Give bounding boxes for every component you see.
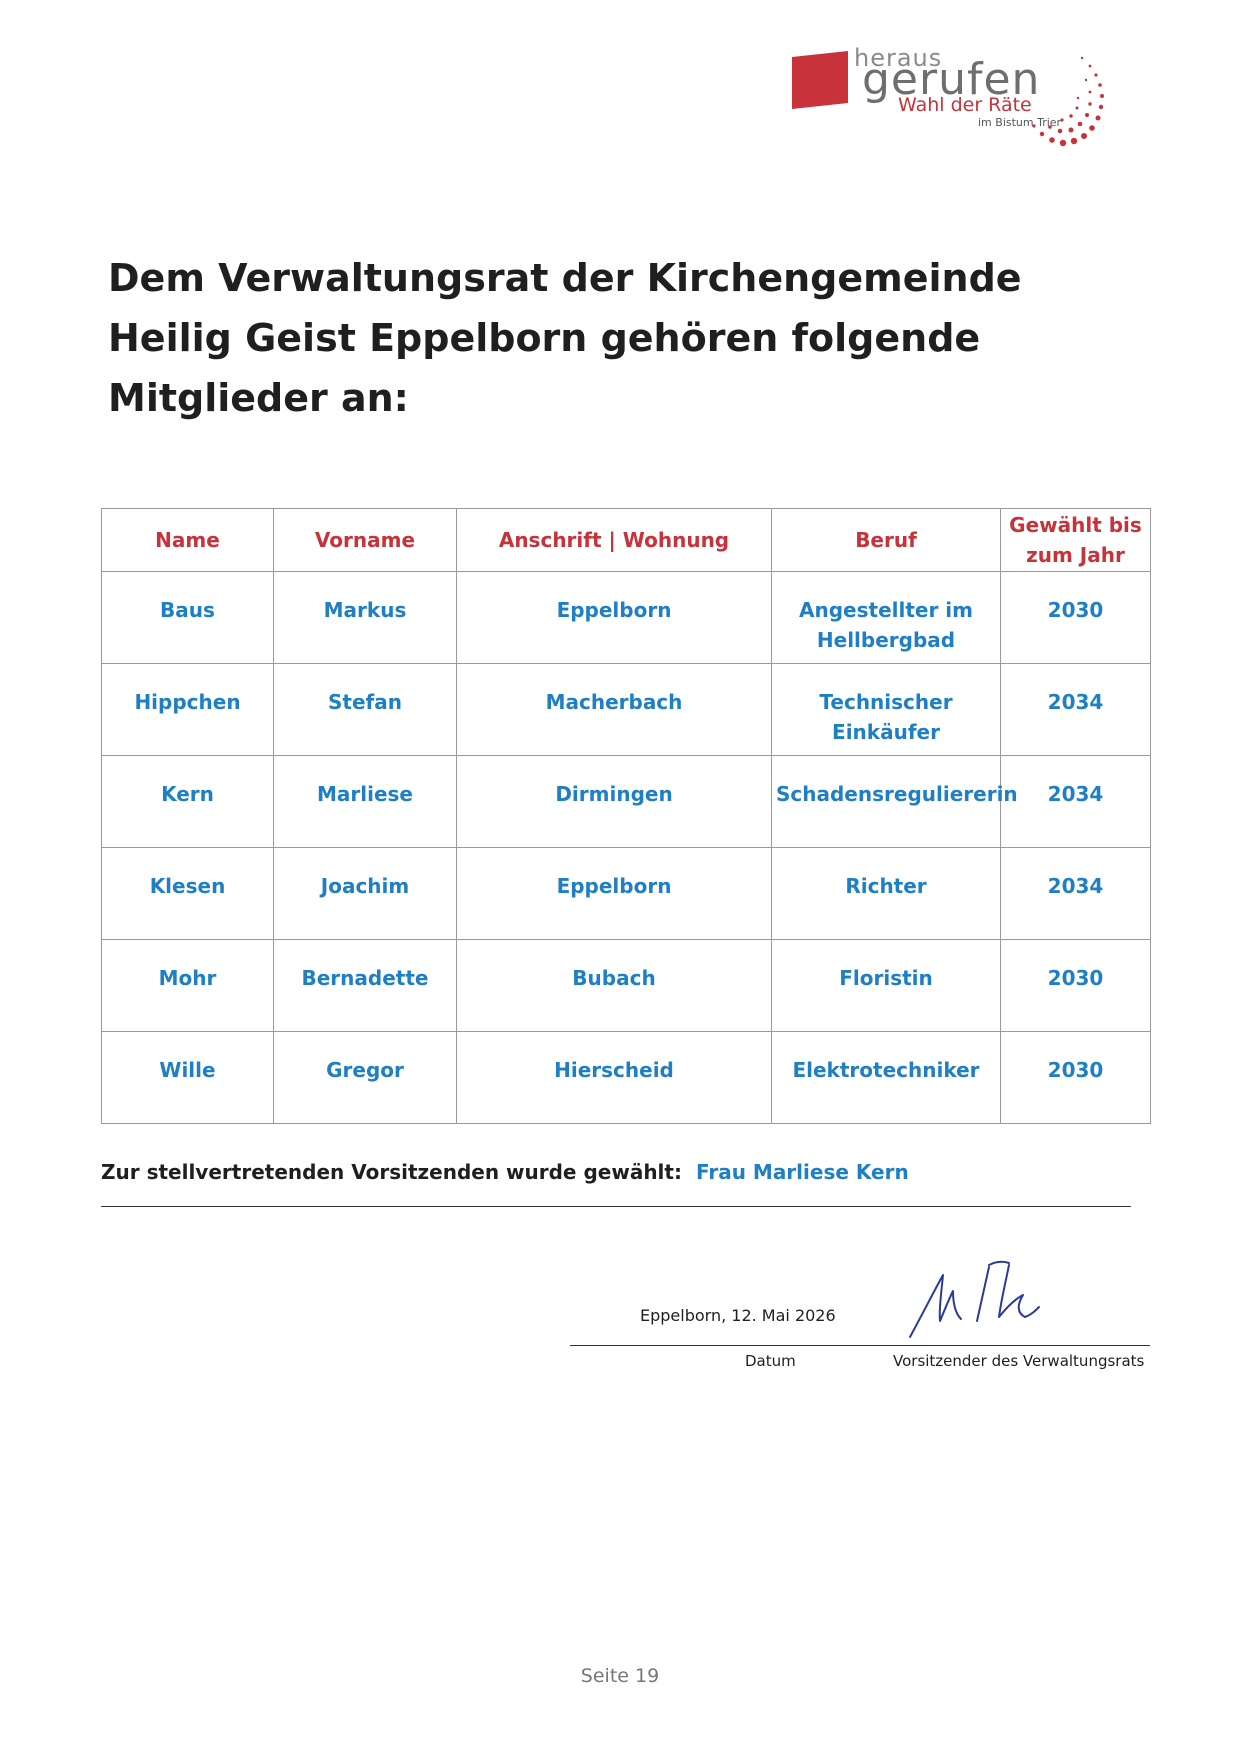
- cell-jahr: 2030: [1000, 571, 1151, 664]
- cell-jahr: 2030: [1000, 1031, 1151, 1124]
- table-row: Klesen Joachim Eppelborn Richter 2034: [101, 847, 1151, 940]
- table-row: Wille Gregor Hierscheid Elektrotechniker…: [101, 1031, 1151, 1124]
- cell-vorname: Bernadette: [273, 939, 457, 1032]
- cell-name: Mohr: [101, 939, 274, 1032]
- logo-wahl-der-raete: Wahl der Räte: [898, 94, 1032, 116]
- cell-vorname: Gregor: [273, 1031, 457, 1124]
- cell-name: Hippchen: [101, 663, 274, 756]
- signature-line: [570, 1345, 1150, 1346]
- place-date: Eppelborn, 12. Mai 2026: [640, 1306, 836, 1325]
- cell-anschrift: Hierscheid: [456, 1031, 772, 1124]
- header-anschrift: Anschrift | Wohnung: [456, 508, 772, 572]
- cell-vorname: Joachim: [273, 847, 457, 940]
- cell-beruf: Schadensreguliererin: [771, 755, 1018, 848]
- table-row: Baus Markus Eppelborn Angestellter im He…: [101, 571, 1151, 664]
- logo-heraus: heraus: [854, 44, 943, 72]
- cell-name: Kern: [101, 755, 274, 848]
- cell-anschrift: Eppelborn: [456, 571, 772, 664]
- table-row: Hippchen Stefan Macherbach Technischer E…: [101, 663, 1151, 756]
- deputy-statement: Zur stellvertretenden Vorsitzenden wurde…: [101, 1160, 909, 1184]
- logo-bistum-trier: im Bistum Trier: [978, 116, 1062, 129]
- cell-jahr: 2034: [1000, 755, 1151, 848]
- handwritten-signature: [909, 1260, 1040, 1338]
- cell-vorname: Markus: [273, 571, 457, 664]
- cell-anschrift: Macherbach: [456, 663, 772, 756]
- deputy-name: Frau Marliese Kern: [695, 1160, 909, 1184]
- cell-jahr: 2034: [1000, 663, 1151, 756]
- cell-name: Wille: [101, 1031, 274, 1124]
- cell-beruf: Angestellter im Hellbergbad: [771, 571, 1001, 664]
- table-row: Mohr Bernadette Bubach Floristin 2030: [101, 939, 1151, 1032]
- members-table: Name Vorname Anschrift | Wohnung Beruf G…: [101, 508, 1151, 1124]
- cell-jahr: 2030: [1000, 939, 1151, 1032]
- cell-name: Klesen: [101, 847, 274, 940]
- logo-dots-icon: [1032, 56, 1104, 147]
- header-vorname: Vorname: [273, 508, 457, 572]
- date-label: Datum: [745, 1352, 796, 1370]
- cell-beruf: Technischer Einkäufer: [771, 663, 1001, 756]
- cell-anschrift: Dirmingen: [456, 755, 772, 848]
- deputy-label: Zur stellvertretenden Vorsitzenden wurde…: [101, 1160, 682, 1184]
- divider-line: [101, 1206, 1131, 1207]
- table-header-row: Name Vorname Anschrift | Wohnung Beruf G…: [101, 508, 1151, 572]
- cell-anschrift: Eppelborn: [456, 847, 772, 940]
- cell-vorname: Stefan: [273, 663, 457, 756]
- logo-red-block: [792, 51, 848, 109]
- header-gewaehlt-bis: Gewählt bis zum Jahr: [1000, 508, 1151, 572]
- cell-jahr: 2034: [1000, 847, 1151, 940]
- cell-name: Baus: [101, 571, 274, 664]
- logo-gerufen: gerufen: [862, 54, 1041, 105]
- page-number: Seite 19: [580, 1665, 660, 1687]
- cell-beruf: Elektrotechniker: [771, 1031, 1001, 1124]
- chairman-label: Vorsitzender des Verwaltungsrats: [893, 1352, 1145, 1370]
- header-beruf: Beruf: [771, 508, 1001, 572]
- header-name: Name: [101, 508, 274, 572]
- cell-anschrift: Bubach: [456, 939, 772, 1032]
- cell-beruf: Floristin: [771, 939, 1001, 1032]
- page-title: Dem Verwaltungsrat der Kirchengemeinde H…: [108, 256, 1022, 420]
- herausgerufen-logo: heraus gerufen Wahl der Räte im Bistum T…: [780, 40, 1140, 170]
- table-row: Kern Marliese Dirmingen Schadensregulier…: [101, 755, 1151, 848]
- cell-beruf: Richter: [771, 847, 1001, 940]
- cell-vorname: Marliese: [273, 755, 457, 848]
